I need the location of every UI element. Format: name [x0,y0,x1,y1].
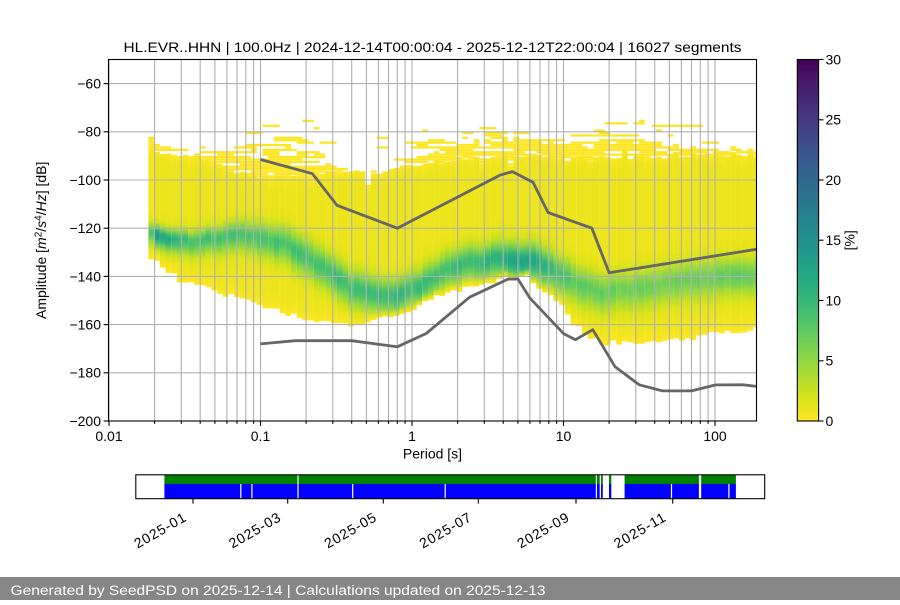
svg-text:−200: −200 [69,413,101,429]
svg-text:−80: −80 [77,124,101,140]
svg-text:1: 1 [408,428,416,444]
svg-text:Generated by SeedPSD on 2025-1: Generated by SeedPSD on 2025-12-14 | Cal… [11,583,546,598]
svg-text:10: 10 [826,292,842,308]
svg-text:Amplitude [m2/s4/Hz] [dB]: Amplitude [m2/s4/Hz] [dB] [33,162,49,319]
svg-text:15: 15 [826,232,842,248]
svg-text:−180: −180 [69,365,101,381]
svg-text:25: 25 [826,112,842,128]
svg-text:100: 100 [703,428,727,444]
svg-text:−60: −60 [77,76,101,92]
svg-text:30: 30 [826,51,842,67]
svg-text:Period [s]: Period [s] [403,446,462,462]
svg-text:−100: −100 [69,172,101,188]
svg-text:0: 0 [826,413,834,429]
svg-text:−120: −120 [69,220,101,236]
svg-text:5: 5 [826,353,834,369]
svg-text:−140: −140 [69,268,101,284]
svg-text:[%]: [%] [842,230,858,250]
svg-text:20: 20 [826,172,842,188]
svg-text:−160: −160 [69,317,101,333]
svg-text:0.01: 0.01 [95,428,122,444]
svg-text:10: 10 [556,428,572,444]
svg-text:HL.EVR..HHN | 100.0Hz | 2024-1: HL.EVR..HHN | 100.0Hz | 2024-12-14T00:00… [124,39,742,55]
svg-text:0.1: 0.1 [251,428,271,444]
